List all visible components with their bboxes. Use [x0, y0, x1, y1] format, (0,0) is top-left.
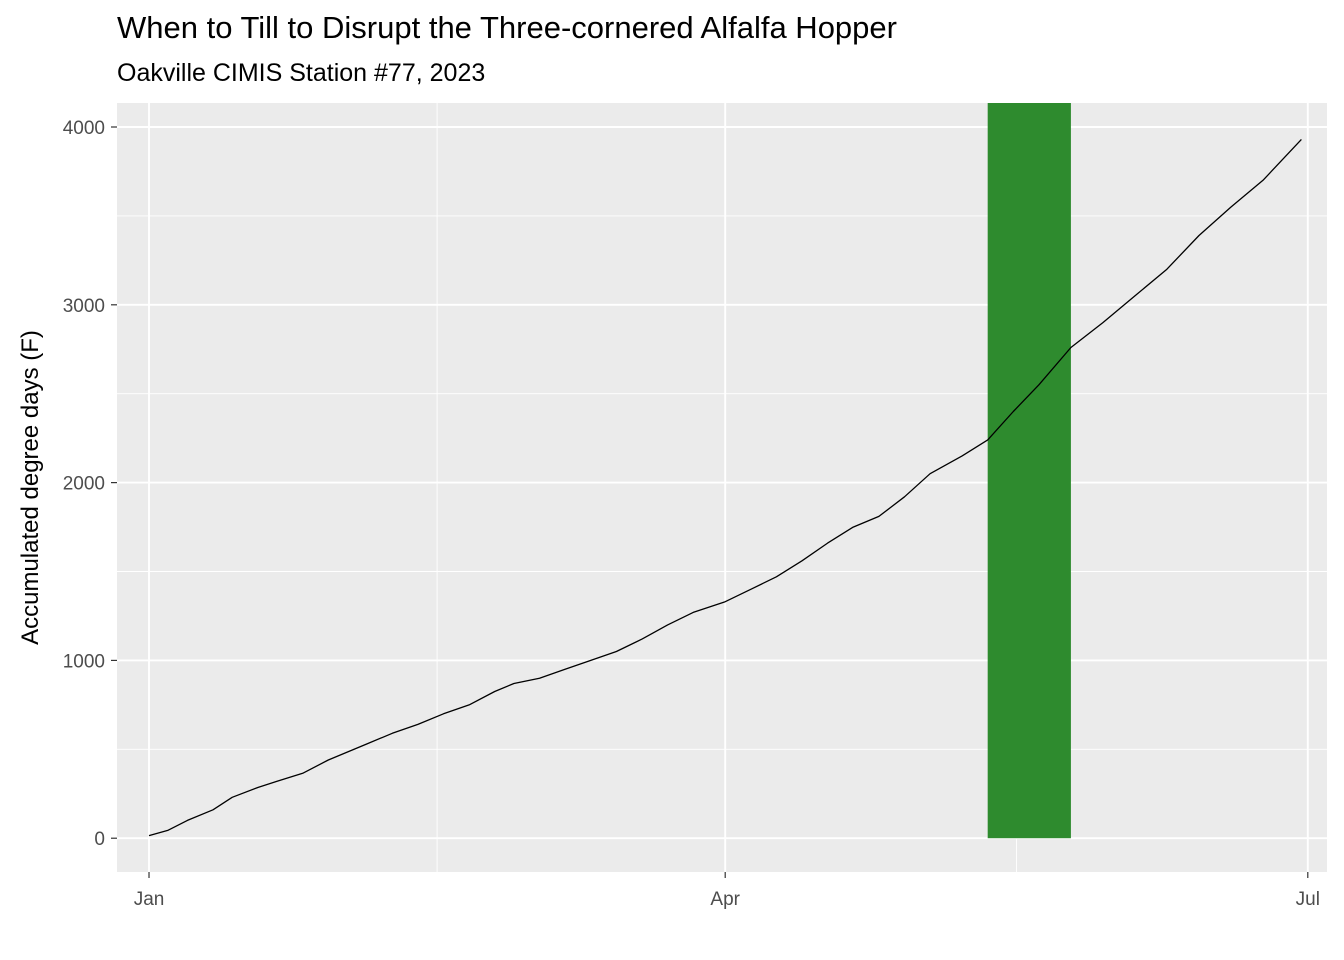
- line-layer: [148, 138, 1302, 837]
- till-window-band: [987, 103, 1071, 839]
- y-tick-label: 3000: [63, 296, 105, 317]
- x-tick-label: Apr: [710, 889, 740, 910]
- x-axis: Jan Apr Jul: [134, 872, 1320, 910]
- grid-major: [117, 103, 1327, 872]
- chart-title: When to Till to Disrupt the Three-corner…: [117, 10, 897, 45]
- x-tick-label: Jan: [134, 889, 165, 910]
- y-axis-title: Accumulated degree days (F): [17, 330, 44, 645]
- plot-panel: [117, 103, 1327, 872]
- y-axis: 0 1000 2000 3000 4000: [63, 118, 117, 850]
- x-tick-label: Jul: [1296, 889, 1320, 910]
- y-tick-label: 2000: [63, 474, 105, 495]
- y-tick-label: 1000: [63, 651, 105, 672]
- highlight-layer: [987, 103, 1071, 839]
- chart-subtitle: Oakville CIMIS Station #77, 2023: [117, 59, 486, 87]
- y-tick-label: 4000: [63, 118, 105, 139]
- y-tick-label: 0: [94, 829, 105, 850]
- degree-days-line: [148, 138, 1302, 837]
